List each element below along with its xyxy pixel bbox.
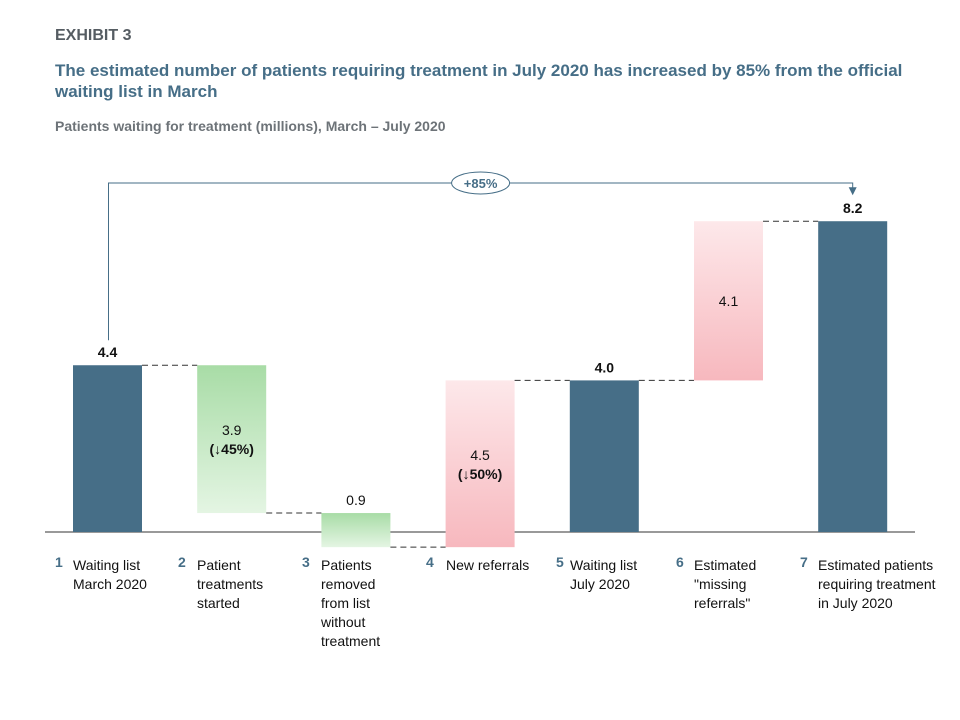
category-number: 5 [556, 554, 564, 570]
category-number: 1 [55, 554, 63, 570]
value-label: 0.9 [346, 492, 366, 508]
waterfall-bar-4 [445, 380, 515, 548]
waterfall-bar-6 [694, 221, 763, 381]
value-label: 4.5 [470, 447, 490, 463]
change-percent-label: (↓50%) [458, 466, 502, 482]
value-label: 4.4 [98, 344, 118, 360]
waterfall-bar-7 [818, 221, 888, 532]
value-label: 3.9 [222, 422, 242, 438]
category-label: Waiting list March 2020 [73, 557, 147, 592]
value-label: 8.2 [843, 200, 863, 216]
category-label: Estimated patients requiring treatment i… [818, 557, 936, 611]
category-number: 6 [676, 554, 684, 570]
waterfall-bar-5 [569, 380, 639, 532]
category-label: Patients removed from list without treat… [321, 557, 381, 649]
category-number: 4 [426, 554, 434, 570]
waterfall-bar-2 [197, 365, 267, 514]
waterfall-bar-1 [73, 365, 142, 532]
growth-badge [451, 171, 511, 195]
exhibit-label: EXHIBIT 3 [55, 27, 132, 44]
category-label: Patient treatments started [197, 557, 264, 611]
category-label: Estimated "missing referrals" [694, 557, 757, 611]
value-label: 4.1 [719, 293, 739, 309]
value-label: 4.0 [595, 359, 615, 375]
growth-label: +85% [464, 176, 498, 191]
category-number: 7 [800, 554, 808, 570]
change-percent-label: (↓45%) [210, 441, 254, 457]
category-number: 2 [178, 554, 186, 570]
category-label: New referrals [446, 557, 530, 573]
category-label: Waiting list July 2020 [570, 557, 638, 592]
chart-title: The estimated number of patients requiri… [55, 61, 903, 101]
waterfall-bar-3 [321, 513, 391, 548]
arrowhead-icon [848, 187, 857, 196]
chart-subtitle: Patients waiting for treatment (millions… [55, 118, 446, 134]
category-number: 3 [302, 554, 310, 570]
